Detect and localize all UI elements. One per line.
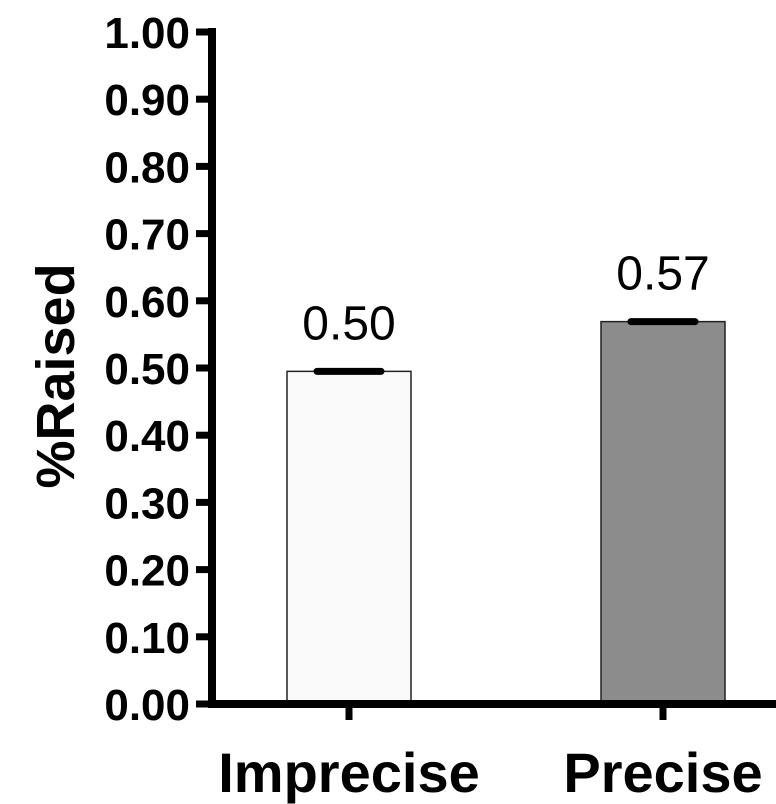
x-tick-label: Imprecise	[218, 741, 480, 804]
y-tick-label: 0.70	[104, 211, 190, 260]
x-axis-ticks: Imprecise Precise	[218, 704, 763, 804]
x-tick-label: Precise	[563, 741, 762, 804]
y-axis-title: %Raised	[26, 263, 86, 488]
y-tick-label: 1.00	[104, 9, 190, 58]
y-tick-label: 0.60	[104, 278, 190, 327]
y-tick-label: 0.30	[104, 479, 190, 528]
bar-imprecise	[286, 370, 412, 705]
bar-precise	[600, 320, 726, 705]
y-tick-label: 0.10	[104, 614, 190, 663]
y-axis-ticks: 0.00 0.10 0.20 0.30 0.40 0.50 0.60 0.70 0.80 0.90…	[104, 9, 212, 730]
y-tick-label: 0.00	[104, 681, 190, 730]
data-label: 0.50	[302, 297, 395, 350]
y-tick-label: 0.50	[104, 345, 190, 394]
y-tick-label: 0.90	[104, 76, 190, 125]
bars: 0.50 0.57	[286, 248, 726, 705]
y-tick-label: 0.40	[104, 412, 190, 461]
y-tick-label: 0.20	[104, 547, 190, 596]
axes	[208, 28, 776, 708]
data-label: 0.57	[616, 248, 709, 301]
y-tick-label: 0.80	[104, 143, 190, 192]
